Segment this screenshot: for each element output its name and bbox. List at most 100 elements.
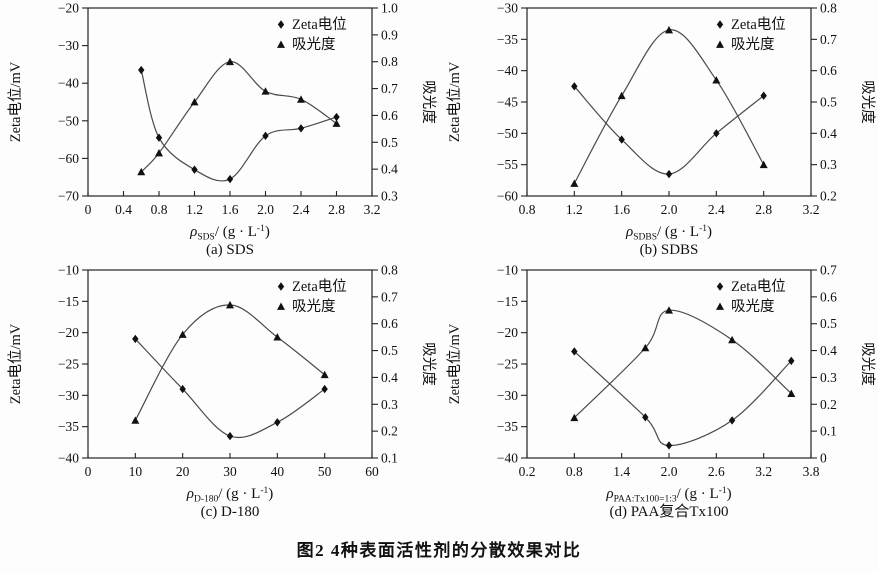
diamond-icon	[716, 20, 724, 29]
triangle-icon	[320, 370, 329, 379]
chart-panel-b: 0.8 1.2 1.6 2.0 2.4 2.8 3.2 −60 −55 −50 −45 −40 −35−…	[439, 0, 878, 262]
y-tick-label-right: 0.3	[820, 157, 837, 172]
legend-label: 吸光度	[292, 298, 336, 315]
x-tick-label: 3.8	[803, 464, 820, 479]
y-tick-label-left: −10	[58, 263, 79, 278]
triangle-icon	[716, 40, 724, 48]
y-tick-label-right: 0.2	[820, 397, 837, 412]
legend-label: Zeta电位	[731, 278, 786, 295]
triangle-icon	[261, 87, 270, 95]
triangle-icon	[190, 98, 199, 106]
x-tick-label: 3.2	[755, 464, 772, 479]
x-tick-label: 3.2	[803, 202, 820, 217]
diamond-icon	[226, 174, 234, 184]
y-axis-title-right: 吸光度	[859, 80, 876, 124]
chart-svg-c: 0 10 20 30 40 50 60 −40 −35 −30 −25 −20 −15 −10 0.1 0.2…	[7, 263, 437, 521]
triangle-icon	[665, 306, 673, 314]
triangle-icon	[297, 95, 305, 103]
triangle-icon	[277, 302, 285, 310]
y-tick-label-left: −30	[497, 388, 518, 403]
diamond-icon	[333, 112, 340, 122]
x-tick-label: 0.8	[566, 464, 583, 479]
y-axis-right: 0 0.1 0.2 0.3 0.4 0.5 0.6 0.7	[811, 263, 837, 466]
y-axis-left: −40 −35 −30 −25 −20 −15 −10	[497, 263, 527, 466]
y-axis-left: −70 −60 −50 −40 −30 −20	[58, 1, 88, 204]
figure-caption: 图2 4种表面活性剂的分散效果对比	[296, 541, 582, 560]
y-axis-title-right: 吸光度	[420, 342, 437, 386]
y-tick-label-left: −10	[497, 263, 518, 278]
series-markers-1	[137, 57, 341, 176]
y-tick-label-right: 0.3	[381, 189, 398, 204]
diamond-icon	[760, 91, 767, 100]
x-tick-label: 2.4	[708, 202, 725, 217]
y-tick-label-left: −35	[497, 419, 518, 434]
x-tick-label: 20	[176, 464, 190, 479]
x-tick-label: 2.4	[293, 202, 310, 217]
y-tick-label-left: −40	[58, 451, 79, 466]
diamond-icon	[132, 334, 139, 344]
x-tick-label: 2.6	[708, 464, 725, 479]
diamond-icon	[716, 282, 724, 291]
x-tick-label: 1.2	[566, 202, 583, 217]
y-tick-label-left: −30	[58, 388, 79, 403]
y-axis-left: −60 −55 −50 −45 −40 −35 −30	[497, 1, 527, 204]
y-tick-label-right: 0.1	[820, 424, 837, 439]
diamond-icon	[277, 20, 285, 29]
y-tick-label-left: −40	[58, 76, 79, 91]
y-tick-label-right: 0.4	[820, 126, 837, 141]
y-tick-label-right: 0.8	[381, 263, 398, 278]
y-tick-label-left: −45	[497, 95, 518, 110]
series-line-1	[140, 61, 337, 173]
x-tick-label: 0.2	[519, 464, 536, 479]
series-markers-1	[570, 25, 768, 187]
diamond-icon	[277, 282, 285, 291]
triangle-icon	[570, 413, 579, 422]
x-tick-label: 1.4	[613, 464, 630, 479]
y-tick-label-left: −25	[497, 357, 518, 372]
y-tick-label-right: 0.6	[381, 316, 398, 331]
y-tick-label-left: −50	[58, 113, 79, 128]
y-tick-label-left: −40	[497, 63, 518, 78]
triangle-icon	[712, 76, 721, 84]
legend-label: Zeta电位	[292, 278, 347, 295]
x-tick-label: 2.8	[328, 202, 345, 217]
y-axis-title-left: Zeta电位/mV	[7, 61, 24, 142]
x-tick-label: 0.4	[115, 202, 132, 217]
series-markers-0	[571, 347, 795, 450]
series-markers-0	[571, 82, 767, 179]
x-axis-title: ρD-180/ (g · L-1)	[186, 486, 273, 505]
y-tick-label-right: 0	[820, 451, 827, 466]
y-tick-label-right: 0.2	[820, 189, 837, 204]
y-tick-label-right: 0.8	[381, 54, 398, 69]
diamond-icon	[262, 131, 269, 141]
x-axis: 0 0.4 0.8 1.2 1.6 2.0 2.4 2.8 3.2	[85, 191, 381, 217]
diamond-icon	[138, 65, 145, 75]
y-tick-label-right: 0.5	[820, 95, 837, 110]
triangle-icon	[226, 57, 234, 66]
y-tick-label-left: −55	[497, 157, 518, 172]
y-tick-label-left: −50	[497, 126, 518, 141]
y-tick-label-right: 0.6	[820, 63, 837, 78]
diamond-icon	[665, 441, 673, 450]
chart-svg-b: 0.8 1.2 1.6 2.0 2.4 2.8 3.2−60−55−50−45−40−35−…	[446, 1, 876, 259]
x-tick-label: 30	[223, 464, 237, 479]
y-tick-label-right: 0.7	[820, 32, 837, 47]
x-tick-label: 3.2	[364, 202, 381, 217]
y-tick-label-left: −60	[58, 151, 79, 166]
series-line-1	[134, 304, 326, 421]
y-axis-title-left: Zeta电位/mV	[446, 61, 463, 142]
x-tick-label: 0	[85, 464, 92, 479]
y-tick-label-right: 0.6	[381, 108, 398, 123]
legend-label: Zeta电位	[731, 16, 786, 33]
triangle-icon	[226, 300, 234, 309]
triangle-icon	[131, 416, 140, 424]
x-tick-label: 2.0	[661, 464, 678, 479]
series-markers-0	[138, 65, 340, 184]
x-tick-label: 2.0	[661, 202, 678, 217]
diamond-icon	[665, 169, 673, 179]
legend-label: Zeta电位	[292, 16, 347, 33]
